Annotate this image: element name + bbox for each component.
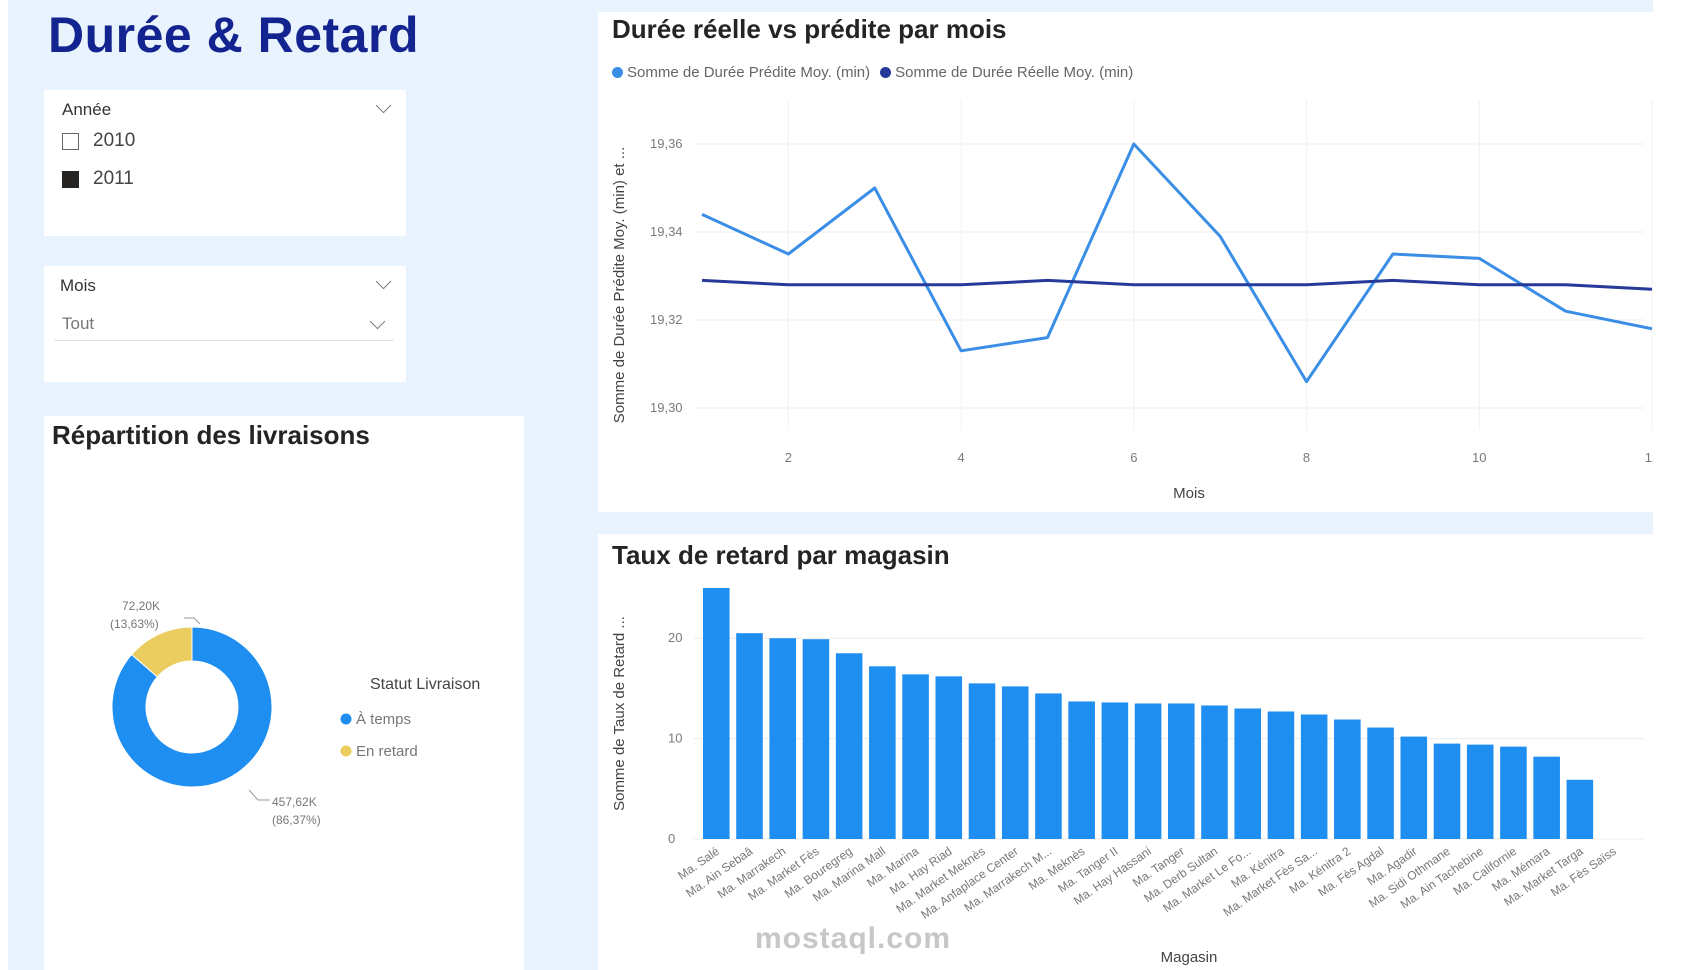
chevron-down-icon[interactable] [375, 97, 392, 114]
donut-slice-on-time [111, 626, 273, 788]
bar [1267, 711, 1295, 839]
line-y-tick-label: 19,34 [650, 224, 683, 239]
donut-card-title: Répartition des livraisons [52, 420, 370, 450]
line-chart: 19,30 19,32 19,34 19,36 2 4 6 8 10 12 Mois Somme … [611, 100, 1653, 502]
bar-x-axis-title: Magasin [1161, 949, 1218, 966]
donut-leader-line [248, 789, 270, 801]
donut-leader-line [184, 617, 201, 625]
line-x-tick-label: 6 [1130, 450, 1137, 465]
bar [1300, 714, 1328, 839]
month-dropdown[interactable]: Tout [54, 312, 394, 341]
bar [1334, 719, 1361, 839]
bar-y-tick-label: 10 [668, 731, 682, 746]
year-option-label: 2011 [93, 168, 134, 189]
line-x-tick-label: 4 [957, 450, 964, 465]
bar [769, 638, 796, 839]
line-series-actual [701, 278, 1653, 291]
bar-y-tick-label: 0 [668, 831, 675, 846]
year-option-2010[interactable]: 2010 [62, 130, 135, 152]
bar [835, 653, 863, 839]
bar-y-tick-label: 20 [668, 630, 682, 645]
year-option-2011[interactable]: 2011 [62, 168, 134, 190]
bar [902, 674, 929, 839]
bar [1134, 703, 1162, 839]
line-x-tick-label: 10 [1472, 450, 1486, 465]
year-option-label: 2010 [93, 130, 136, 151]
line-chart-legend: Somme de Durée Prédite Moy. (min) Somme … [612, 64, 1133, 81]
bar [869, 666, 896, 839]
bar [1433, 743, 1461, 839]
line-y-tick-label: 19,32 [650, 312, 683, 327]
month-slicer-title: Mois [60, 276, 96, 295]
checkbox-icon[interactable] [62, 132, 79, 150]
bar [802, 639, 830, 839]
donut-legend-label: À temps [356, 711, 411, 728]
bar [1500, 746, 1527, 839]
donut-label-ontime-value: 457,62K [272, 795, 317, 809]
legend-dot-actual [880, 67, 892, 78]
donut-legend-dot [340, 745, 352, 757]
top-strip [598, 0, 1653, 12]
legend-dot-predicted [612, 67, 623, 78]
checkbox-checked-icon[interactable] [62, 170, 79, 188]
bar [1035, 693, 1062, 839]
donut-label-late-pct: (13,63%) [110, 617, 159, 631]
bar [1201, 705, 1228, 839]
mid-divider-strip [598, 512, 1653, 534]
line-y-tick-label: 19,36 [650, 136, 683, 151]
bar [1068, 701, 1095, 839]
watermark-text: mostaql.com [755, 922, 952, 955]
legend-predicted-label: Somme de Durée Prédite Moy. (min) [627, 64, 871, 81]
bar-y-axis-title: Somme de Taux de Retard ... [611, 616, 628, 811]
donut-label-ontime-pct: (86,37%) [272, 813, 321, 827]
page-title: Durée & Retard [48, 7, 419, 63]
donut-chart: 72,20K (13,63%) 457,62K (86,37%) Statut … [110, 599, 480, 827]
month-dropdown-value: Tout [62, 314, 95, 333]
bar [1400, 736, 1428, 839]
line-chart-card [604, 12, 1653, 512]
year-slicer-title: Année [62, 100, 112, 119]
line-x-tick-label: 8 [1303, 450, 1310, 465]
bar [1168, 703, 1195, 839]
month-slicer: Mois [44, 266, 406, 382]
bar [1466, 744, 1494, 839]
line-y-axis-title: Somme de Durée Prédite Moy. (min) et ... [611, 147, 628, 423]
bar [1533, 756, 1560, 839]
donut-legend-title: Statut Livraison [370, 676, 480, 693]
year-slicer: Année 2010 2011 [44, 90, 406, 236]
chevron-down-icon[interactable] [375, 273, 392, 290]
line-y-tick-label: 19,30 [650, 400, 683, 415]
legend-actual-label: Somme de Durée Réelle Moy. (min) [895, 64, 1134, 81]
line-x-axis-title: Mois [1173, 485, 1205, 502]
bar [1234, 708, 1261, 839]
bar [1101, 702, 1129, 839]
line-x-tick-label: 12 [1645, 450, 1653, 465]
donut-legend-label: En retard [356, 743, 418, 760]
bar [935, 676, 963, 839]
bar [703, 588, 730, 839]
donut-legend-dot [340, 713, 352, 725]
bar-chart-title: Taux de retard par magasin [612, 540, 950, 570]
bar [1566, 779, 1594, 839]
line-chart-title: Durée réelle vs prédite par mois [612, 14, 1007, 44]
bar [968, 683, 996, 839]
donut-label-late-value: 72,20K [122, 599, 160, 613]
chevron-down-icon[interactable] [369, 313, 386, 330]
bar [1367, 727, 1394, 839]
bar [1001, 686, 1029, 839]
line-series-predicted [701, 142, 1653, 384]
line-x-tick-label: 2 [785, 450, 792, 465]
bar [736, 633, 763, 839]
